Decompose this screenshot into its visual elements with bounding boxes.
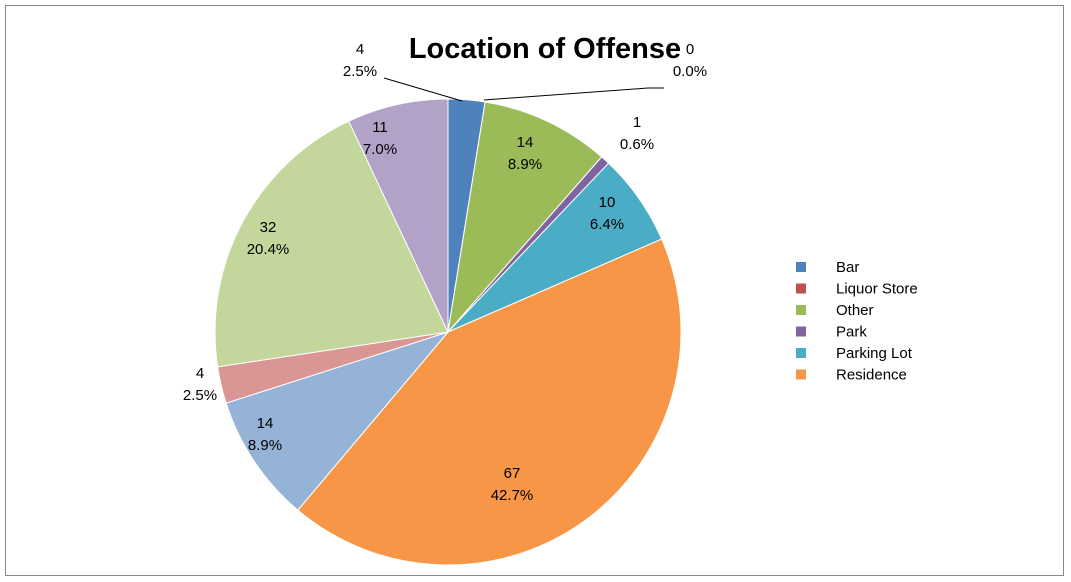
data-label-value: 67 <box>504 465 521 482</box>
legend-swatch <box>796 326 806 337</box>
data-label-percent: 8.9% <box>248 437 282 454</box>
leader-line <box>383 77 463 102</box>
legend-swatch <box>796 369 806 380</box>
data-label-percent: 2.5% <box>343 63 377 80</box>
legend-label: Other <box>836 302 874 319</box>
legend-swatch <box>796 305 806 315</box>
data-label-percent: 0.6% <box>620 136 654 153</box>
data-label: 4 2.5% <box>183 365 217 404</box>
data-label: 67 42.7% <box>491 465 534 504</box>
data-label: 14 8.9% <box>248 415 282 454</box>
legend-label: Park <box>836 324 867 341</box>
data-label-value: 0 <box>686 41 694 58</box>
data-label-percent: 42.7% <box>491 487 534 504</box>
legend-swatch <box>796 262 806 272</box>
data-label-percent: 7.0% <box>363 141 397 158</box>
data-label: 10 6.4% <box>590 194 624 233</box>
data-label-value: 10 <box>599 194 616 211</box>
data-label: 4 2.5% <box>343 41 377 80</box>
data-label-value: 1 <box>633 114 641 131</box>
data-label: 32 20.4% <box>247 219 290 258</box>
data-label: 1 0.6% <box>620 114 654 153</box>
legend-label: Liquor Store <box>836 281 918 298</box>
leader-line <box>483 87 664 101</box>
legend-label: Bar <box>836 259 859 276</box>
data-label: 0 0.0% <box>673 41 707 80</box>
data-label-percent: 0.0% <box>673 63 707 80</box>
chart-title: Location of Offense <box>409 33 681 65</box>
data-label-value: 11 <box>372 119 388 136</box>
data-label-value: 4 <box>196 365 204 382</box>
legend-swatch <box>796 348 806 358</box>
data-label-percent: 6.4% <box>590 216 624 233</box>
data-label-value: 4 <box>356 41 364 58</box>
pie-slice <box>447 101 603 334</box>
data-label-value: 32 <box>260 219 277 236</box>
data-label-percent: 20.4% <box>247 241 290 258</box>
data-label: 14 8.9% <box>508 134 542 173</box>
pie-slice <box>297 238 682 566</box>
pie-slice <box>348 98 449 333</box>
legend-label: Parking Lot <box>836 345 913 362</box>
pie-slice <box>214 120 449 368</box>
data-label-percent: 8.9% <box>508 156 542 173</box>
legend-label: Residence <box>836 367 907 384</box>
data-label-value: 14 <box>257 415 274 432</box>
data-label-value: 14 <box>517 134 534 151</box>
data-label: 11 7.0% <box>363 119 397 158</box>
legend-swatch <box>796 283 806 294</box>
pie-slice <box>225 330 450 511</box>
data-label-percent: 2.5% <box>183 387 217 404</box>
